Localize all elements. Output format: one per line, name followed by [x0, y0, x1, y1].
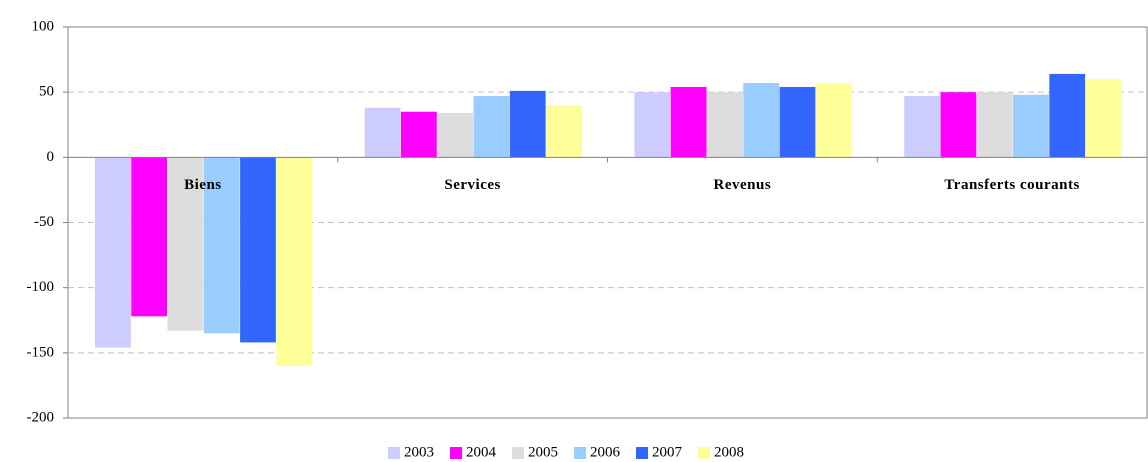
y-tick-label: -200 [27, 409, 55, 425]
y-tick-label: -100 [27, 279, 55, 295]
bar [473, 96, 510, 158]
bar [1049, 73, 1086, 158]
legend-swatch [450, 447, 462, 459]
legend-swatch [636, 447, 648, 459]
y-tick-label: -50 [34, 214, 54, 230]
legend-swatch [698, 447, 710, 459]
y-tick-label: 100 [32, 18, 55, 34]
bar [203, 157, 240, 334]
bar [634, 92, 671, 158]
bar [976, 92, 1013, 158]
legend-swatch [574, 447, 586, 459]
legend-label: 2008 [714, 444, 744, 460]
legend-label: 2003 [404, 444, 434, 460]
y-tick-label: 0 [47, 149, 55, 165]
x-tick-label: Transferts courants [944, 177, 1079, 193]
legend-swatch [512, 447, 524, 459]
bar [815, 83, 852, 158]
bar [437, 113, 474, 158]
bar [546, 105, 582, 158]
bar [509, 90, 546, 158]
bar [904, 96, 941, 158]
legend-swatch [388, 447, 400, 459]
bar [940, 92, 977, 158]
legend-label: 2007 [652, 444, 683, 460]
bar [1085, 79, 1122, 158]
bar [401, 111, 437, 158]
bar [1013, 94, 1049, 158]
bar [167, 157, 204, 331]
bar [779, 86, 816, 158]
bar [131, 157, 168, 317]
bar [743, 83, 780, 158]
bar [240, 157, 276, 343]
bar [670, 86, 707, 158]
y-tick-label: 50 [39, 84, 54, 100]
bar [276, 157, 313, 366]
bar [94, 157, 131, 348]
x-tick-label: Services [444, 177, 500, 193]
x-tick-label: Revenus [714, 177, 772, 193]
y-tick-label: -150 [27, 344, 55, 360]
legend-label: 2006 [590, 444, 621, 460]
legend-label: 2004 [466, 444, 497, 460]
x-tick-label: Biens [184, 177, 222, 193]
legend-label: 2005 [528, 444, 558, 460]
bar [707, 92, 743, 158]
bar [364, 107, 401, 158]
